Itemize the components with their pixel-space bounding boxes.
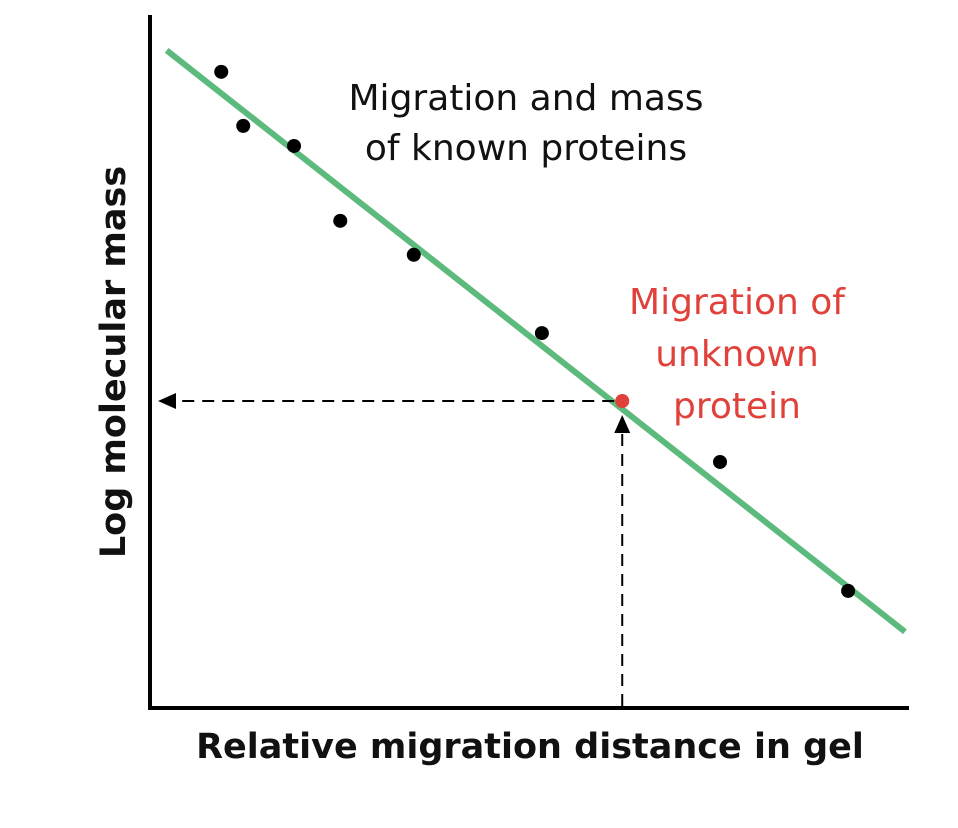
known-protein-point: [406, 247, 421, 262]
known-protein-point: [333, 213, 348, 228]
x-axis-label: Relative migration distance in gel: [196, 727, 864, 767]
up-arrowhead-icon: [614, 415, 631, 434]
known-annotation-line-1: Migration and mass: [349, 78, 704, 119]
known-protein-point: [236, 118, 251, 133]
known-protein-point: [214, 64, 229, 79]
y-axis-label: Log molecular mass: [94, 166, 134, 558]
left-arrowhead-icon: [158, 393, 176, 410]
known-protein-point: [713, 454, 728, 469]
unknown-annotation-line-2: unknown: [655, 334, 819, 375]
unknown-annotation-line-3: protein: [673, 386, 801, 427]
known-protein-point: [534, 326, 549, 341]
unknown-protein-point: [615, 394, 630, 409]
known-protein-point: [841, 583, 856, 598]
unknown-annotation-line-1: Migration of: [629, 282, 846, 323]
known-annotation-line-2: of known proteins: [365, 128, 687, 169]
known-protein-point: [287, 138, 302, 153]
